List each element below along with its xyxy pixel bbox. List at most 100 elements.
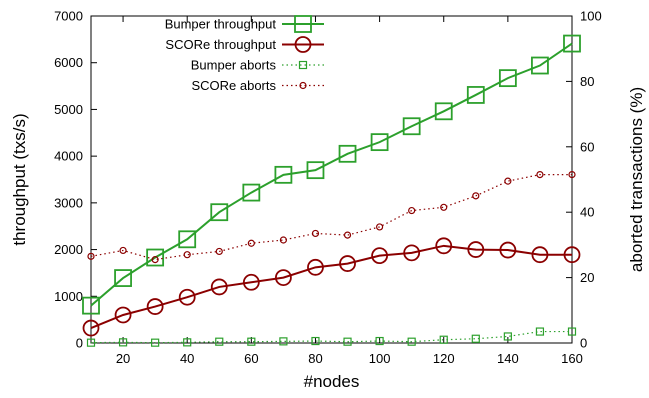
data-point (279, 337, 288, 346)
data-point (151, 256, 159, 264)
series-line (90, 42, 573, 307)
data-point (151, 338, 160, 347)
series-line (90, 173, 572, 261)
data-point (119, 246, 127, 255)
data-point (215, 247, 223, 256)
data-point (376, 223, 384, 231)
x-tick-label: 100 (369, 351, 391, 366)
data-point (499, 241, 517, 259)
legend: Bumper throughput SCORe throughput Bumper … (165, 15, 324, 93)
series-bumper-throughput (82, 34, 581, 315)
data-point (114, 306, 132, 324)
y2-tick-label: 60 (580, 139, 594, 154)
data-point (114, 269, 132, 287)
data-point (563, 246, 581, 264)
data-point (343, 231, 352, 239)
data-point (178, 288, 196, 306)
data-point (311, 336, 320, 346)
legend-label: SCORe throughput (165, 37, 276, 52)
data-point (567, 327, 577, 336)
y-axis-right-title: aborted transactions (%) (627, 87, 646, 272)
data-point (82, 319, 100, 337)
data-point (343, 337, 352, 346)
series-score-throughput (82, 237, 581, 337)
data-point (504, 177, 512, 185)
x-tick-label: 60 (244, 351, 258, 366)
y-tick-label: 0 (76, 336, 83, 351)
data-point (210, 278, 228, 296)
series-score-aborts (87, 170, 576, 264)
data-point (536, 170, 544, 179)
series-layer (82, 34, 581, 347)
x-tick-label: 160 (561, 351, 583, 366)
series-bumper-aborts (86, 327, 577, 347)
data-point (370, 133, 389, 152)
y-tick-label: 3000 (54, 195, 83, 210)
data-point (498, 69, 517, 88)
y2-tick-label: 0 (580, 336, 587, 351)
legend-item: SCORe throughput (165, 36, 324, 53)
data-point (247, 239, 255, 247)
data-point (306, 161, 325, 180)
x-tick-label: 40 (180, 351, 194, 366)
x-axis-ticks: 20 40 60 80 100 120 140 160 (116, 16, 583, 366)
x-tick-label: 20 (116, 351, 130, 366)
data-point (472, 192, 480, 200)
data-point (274, 269, 292, 287)
data-point (371, 247, 389, 265)
data-point (146, 298, 164, 315)
legend-marker (299, 81, 307, 90)
legend-label: Bumper throughput (165, 17, 277, 32)
data-point (531, 56, 549, 75)
data-point (407, 337, 416, 346)
data-point (311, 229, 320, 238)
legend-item: SCORe aborts (191, 78, 324, 93)
legend-label: Bumper aborts (191, 58, 277, 73)
data-point (210, 203, 229, 222)
legend-item: Bumper aborts (191, 58, 324, 73)
y2-tick-label: 20 (580, 270, 594, 285)
data-point (215, 337, 224, 346)
data-point (242, 273, 260, 291)
data-point (568, 170, 576, 179)
data-point (118, 338, 128, 347)
y2-tick-label: 80 (580, 74, 594, 89)
data-point (435, 237, 453, 255)
data-point (247, 337, 256, 346)
x-axis-title: #nodes (304, 372, 360, 391)
data-point (178, 230, 197, 249)
data-point (339, 255, 356, 272)
data-point (471, 334, 480, 343)
legend-marker (294, 15, 312, 33)
x-tick-label: 80 (308, 351, 322, 366)
y-tick-label: 1000 (54, 289, 83, 304)
x-tick-label: 120 (433, 351, 455, 366)
data-point (146, 248, 165, 267)
series-line (90, 330, 572, 344)
data-point (279, 236, 287, 244)
y-tick-label: 6000 (54, 55, 83, 70)
data-point (408, 206, 416, 215)
data-point (466, 86, 485, 104)
data-point (87, 252, 95, 260)
data-point (439, 335, 448, 344)
data-point (434, 102, 453, 121)
data-point (563, 34, 581, 53)
data-point (242, 183, 261, 202)
legend-marker (294, 36, 312, 53)
data-point (274, 165, 293, 184)
y-tick-label: 5000 (54, 102, 83, 117)
plot-frame (90, 15, 573, 344)
y-axis-left-ticks: 0 1000 2000 3000 4000 5000 6000 7000 (54, 9, 97, 351)
y2-tick-label: 40 (580, 205, 594, 220)
data-point (531, 246, 549, 264)
y-tick-label: 4000 (54, 149, 83, 164)
data-point (338, 144, 357, 163)
data-point (86, 338, 96, 347)
legend-marker (298, 60, 308, 70)
y-tick-label: 7000 (54, 9, 83, 24)
data-point (467, 241, 485, 258)
data-point (307, 258, 324, 276)
